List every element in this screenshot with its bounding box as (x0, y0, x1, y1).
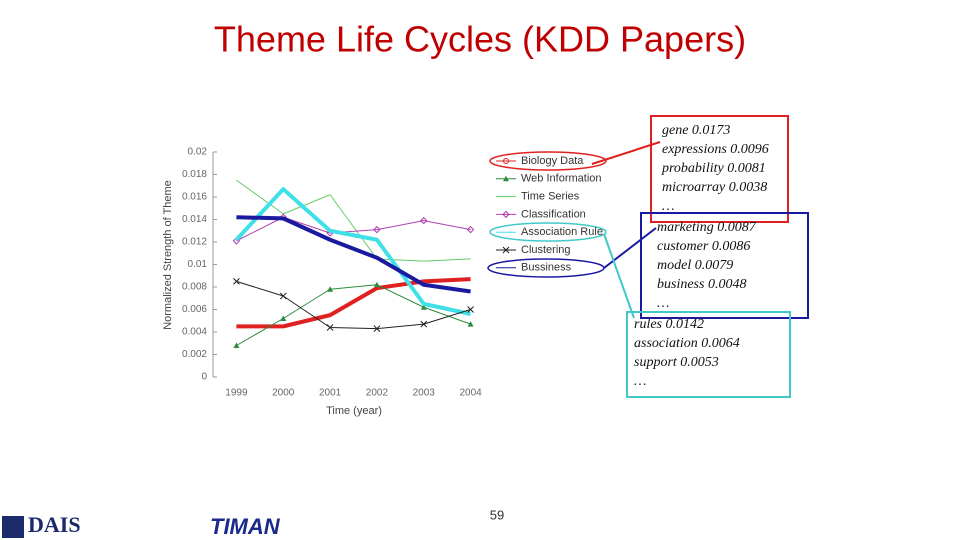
slide-title: Theme Life Cycles (KDD Papers) (214, 19, 746, 60)
annotation-text: support 0.0053 (634, 355, 719, 370)
marker (502, 246, 510, 254)
x-tick-label: 2002 (366, 388, 389, 399)
marker (502, 210, 510, 219)
series-line (236, 215, 471, 294)
marker (280, 315, 287, 321)
annotation-text: … (662, 199, 674, 214)
annotation-text: marketing 0.0087 (657, 220, 757, 235)
series-line (236, 179, 471, 262)
y-tick-label: 0.016 (182, 192, 207, 203)
logo: DAIS (28, 512, 81, 537)
annotation-text: expressions 0.0096 (662, 142, 769, 157)
marker (326, 324, 334, 331)
annotation-text: business 0.0048 (657, 277, 746, 292)
y-tick-label: 0 (201, 372, 207, 383)
marker (279, 292, 287, 300)
marker (373, 281, 380, 288)
annotation-text: … (634, 374, 646, 389)
y-tick-label: 0.014 (182, 214, 207, 225)
annotation-text: microarray 0.0038 (662, 180, 767, 195)
y-tick-label: 0.004 (182, 327, 207, 338)
y-tick-label: 0.002 (182, 349, 207, 360)
legend-label: Classification (521, 208, 586, 220)
logo: TIMAN (210, 514, 281, 539)
series-line (234, 187, 472, 316)
x-tick-label: 2001 (319, 388, 342, 399)
annotation-box (626, 311, 791, 398)
y-tick-label: 0.02 (188, 147, 208, 158)
annotation-text: association 0.0064 (634, 336, 740, 351)
annotation-text: rules 0.0142 (634, 317, 704, 332)
series-line (236, 280, 471, 330)
marker (466, 225, 475, 234)
series-line (236, 277, 471, 329)
y-tick-label: 0.01 (188, 259, 208, 270)
x-tick-label: 2000 (272, 388, 295, 399)
legend-label: Biology Data (521, 155, 584, 167)
legend-label: Web Information (521, 173, 602, 185)
marker (503, 158, 509, 164)
connector (591, 141, 661, 165)
legend-label: Clustering (521, 244, 571, 256)
x-axis-label: Time (year) (326, 405, 382, 417)
marker (233, 342, 240, 348)
logo-icon (2, 516, 24, 538)
annotation-text: model 0.0079 (657, 258, 733, 273)
y-tick-label: 0.018 (182, 169, 207, 180)
marker (233, 278, 240, 285)
legend-label: Time Series (521, 191, 580, 203)
series-line (236, 216, 471, 242)
legend-label: Bussiness (521, 262, 572, 274)
annotation-box (640, 212, 809, 319)
marker (467, 321, 474, 327)
x-tick-label: 1999 (225, 388, 248, 399)
y-tick-label: 0.006 (182, 304, 207, 315)
marker (327, 286, 334, 292)
marker (373, 225, 381, 234)
marker (503, 175, 509, 182)
legend-label: Association Rule (521, 226, 603, 238)
page-number: 59 (490, 507, 504, 522)
y-tick-label: 0.008 (182, 282, 207, 293)
annotation-box (650, 115, 789, 223)
x-tick-label: 2003 (413, 388, 436, 399)
y-tick-label: 0.012 (182, 237, 207, 248)
marker (467, 306, 474, 313)
annotation-text: probability 0.0081 (661, 161, 766, 176)
marker (373, 325, 381, 332)
series-line (236, 284, 471, 346)
marker (420, 320, 428, 328)
annotation-text: … (657, 296, 669, 311)
y-axis-label: Normalized Strength of Theme (162, 180, 174, 330)
connector (603, 233, 635, 319)
marker (420, 304, 427, 310)
marker (420, 216, 428, 225)
annotation-text: gene 0.0173 (662, 123, 730, 138)
highlight-ellipse (489, 222, 607, 242)
connector (603, 227, 657, 269)
x-tick-label: 2004 (459, 388, 482, 399)
annotation-text: customer 0.0086 (657, 239, 750, 254)
highlight-ellipse (489, 151, 607, 171)
